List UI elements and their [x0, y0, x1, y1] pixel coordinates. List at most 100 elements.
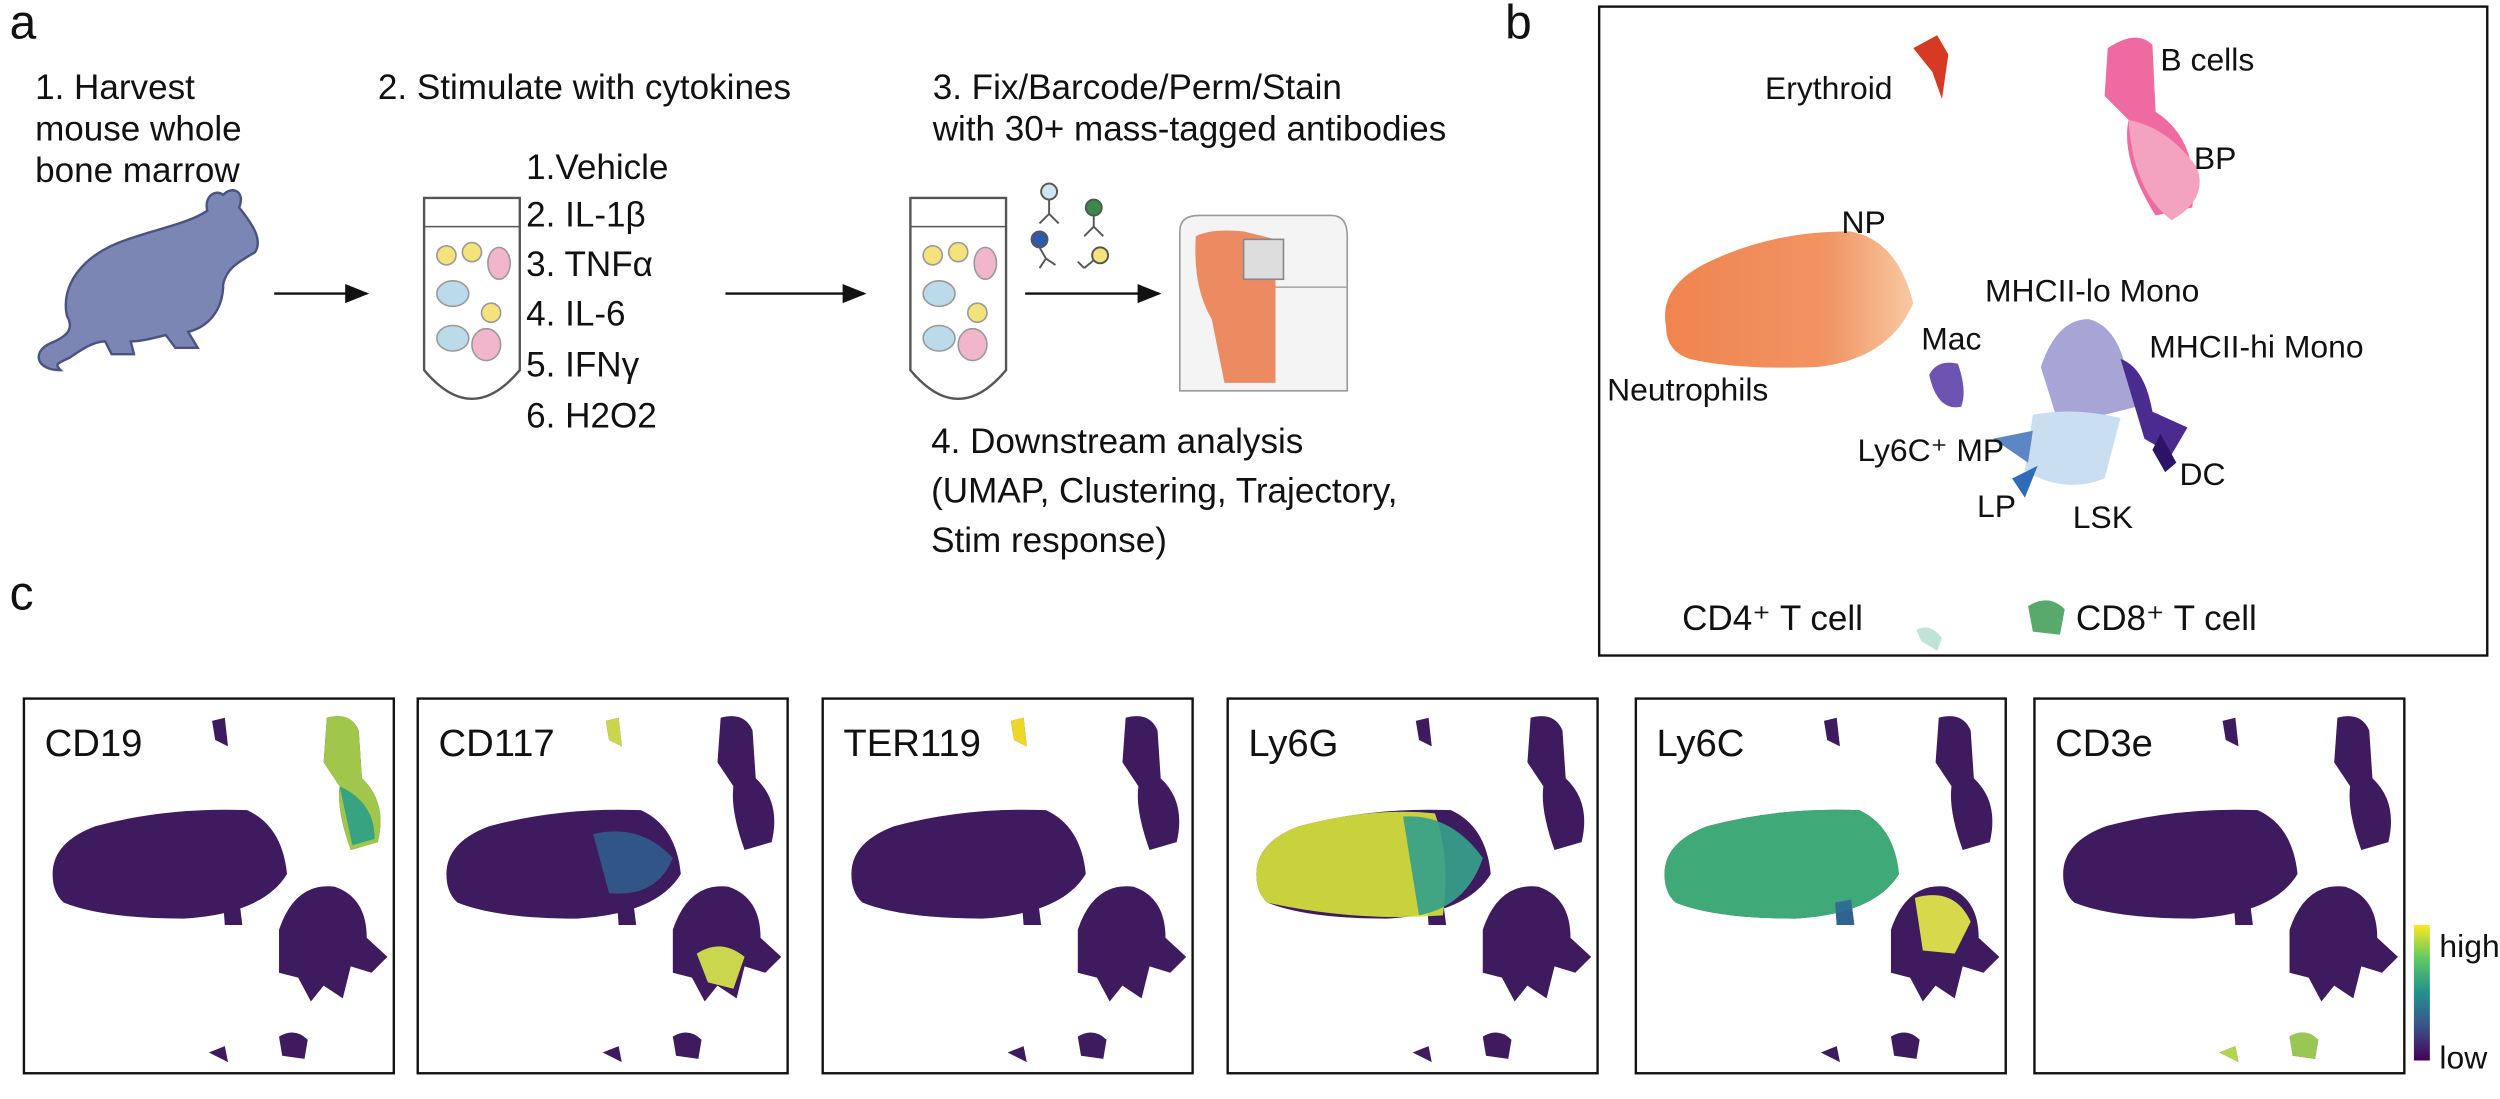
marker-name: Ly6C: [1657, 722, 1745, 765]
expression-highlight: [1256, 811, 1446, 918]
marker-name: Ly6G: [1248, 722, 1338, 765]
marker-name: CD117: [438, 722, 554, 765]
expression-highlight: [1914, 895, 1971, 954]
cluster-label: CD8⁺ T cell: [2076, 599, 2257, 638]
colorbar-label: low: [2439, 1039, 2488, 1075]
step-text: bone marrow: [35, 151, 240, 190]
expression-highlight: [339, 786, 375, 846]
panel-label: b: [1505, 0, 1532, 49]
stim-item: 4. IL-6: [526, 294, 625, 333]
panel-label: c: [10, 567, 34, 620]
step-text: mouse whole: [35, 110, 242, 149]
expression-highlight: [605, 717, 622, 747]
umap-blob: [2063, 809, 2298, 919]
expression-highlight: [1403, 816, 1483, 916]
cluster-label: LP: [1977, 488, 2016, 524]
umap-blob: [672, 1032, 702, 1059]
stim-item: 6. H2O2: [526, 397, 657, 436]
cluster-label: Erythroid: [1765, 70, 1893, 106]
cluster-label: MHCII-lo Mono: [1985, 273, 2199, 309]
marker-panel: Ly6G: [1226, 697, 1599, 1075]
stim-item: 2. IL-1β: [526, 196, 646, 235]
antibody-icons: [1030, 182, 1110, 269]
panel-label: a: [10, 0, 37, 49]
marker-panel: TER119: [821, 697, 1194, 1075]
step-text: 1. Harvest: [35, 68, 195, 107]
umap-blob: [223, 899, 243, 925]
umap-blob: [1412, 1046, 1432, 1063]
umap-blob: [1122, 716, 1180, 851]
step-text: (UMAP, Clustering, Trajectory,: [931, 471, 1397, 510]
tube: [422, 196, 521, 401]
umap-blob: [617, 899, 637, 925]
cluster-label: LSK: [2073, 499, 2133, 535]
step-text: Stim response): [931, 521, 1167, 560]
umap-blob: [1077, 886, 1187, 1002]
step-text: 3. Fix/Barcode/Perm/Stain: [933, 68, 1342, 107]
expression-highlight: [1835, 899, 1855, 925]
umap-blob: [1482, 1032, 1512, 1059]
cluster-label: CD4⁺ T cell: [1682, 599, 1863, 638]
umap-blob: [851, 809, 1086, 919]
umap-blob: [1077, 1032, 1107, 1059]
mouse-icon: [37, 189, 259, 372]
stim-item: 5. IFNγ: [526, 346, 639, 385]
expression-highlight: [696, 946, 745, 989]
umap-blob: [279, 886, 388, 1002]
umap-blob: [717, 716, 775, 851]
umap-blob: [1415, 717, 1432, 747]
marker-name: CD3e: [2055, 722, 2153, 765]
cluster-label: Neutrophils: [1607, 371, 1768, 407]
step-text: 2. Stimulate with cytokines: [378, 68, 791, 107]
marker-panel: CD3e: [2033, 697, 2406, 1075]
umap-blob: [1823, 717, 1840, 747]
umap-blob: [1527, 716, 1585, 851]
umap-blob: [1820, 1046, 1840, 1063]
cluster-label: Ly6C⁺ MP: [1857, 432, 2004, 468]
step-text: with 30+ mass-tagged antibodies: [932, 110, 1447, 149]
marker-name: TER119: [843, 722, 980, 765]
umap-blob: [2289, 886, 2398, 1002]
colorbar: [2413, 924, 2430, 1061]
tube: [909, 196, 1008, 401]
umap-blob: [279, 1032, 308, 1059]
umap-blob: [212, 717, 228, 747]
marker-panels: CD19 CD117 TER119 Ly6G Ly6C CD3e: [22, 697, 2406, 1075]
cluster-label: MHCII-hi Mono: [2149, 328, 2363, 364]
expression-highlight: [593, 831, 673, 894]
umap-blob: [208, 1046, 228, 1063]
expression-highlight: [1664, 809, 1899, 919]
stim-item: 1.Vehicle: [526, 148, 668, 187]
umap-blob: [2334, 716, 2392, 851]
umap-blob: [52, 809, 287, 919]
umap-blob: [602, 1046, 622, 1063]
marker-panel: Ly6C: [1634, 697, 2007, 1075]
umap-blob: [2222, 717, 2239, 747]
expression-highlight: [1010, 717, 1027, 747]
expression-highlight: [2219, 1046, 2239, 1063]
umap-blob: [1482, 886, 1592, 1002]
umap-blob: [1935, 716, 1993, 851]
colorbar-label: high: [2439, 928, 2499, 964]
cluster-label: Mac: [1921, 320, 1981, 356]
step-text: 4. Downstream analysis: [931, 422, 1303, 461]
marker-name: CD19: [45, 722, 143, 765]
umap-blob: [1022, 899, 1042, 925]
cluster-label: BP: [2194, 140, 2237, 176]
expression-highlight: [2289, 1032, 2319, 1059]
cluster-label: B cells: [2160, 41, 2254, 77]
umap-blob: [1007, 1046, 1027, 1063]
mass-cytometer: [1179, 214, 1349, 392]
cluster-label: DC: [2180, 456, 2226, 492]
umap-blob: [1890, 1032, 1920, 1059]
umap-blob: [672, 886, 782, 1002]
umap-blob: [2233, 899, 2253, 925]
marker-panel: CD19: [22, 697, 396, 1075]
umap-clusters: [1664, 35, 2200, 651]
stim-item: 3. TNFα: [526, 245, 653, 284]
cluster-label: NP: [1842, 204, 1886, 240]
marker-panel: CD117: [416, 697, 789, 1075]
umap-frame: [1597, 5, 2489, 657]
